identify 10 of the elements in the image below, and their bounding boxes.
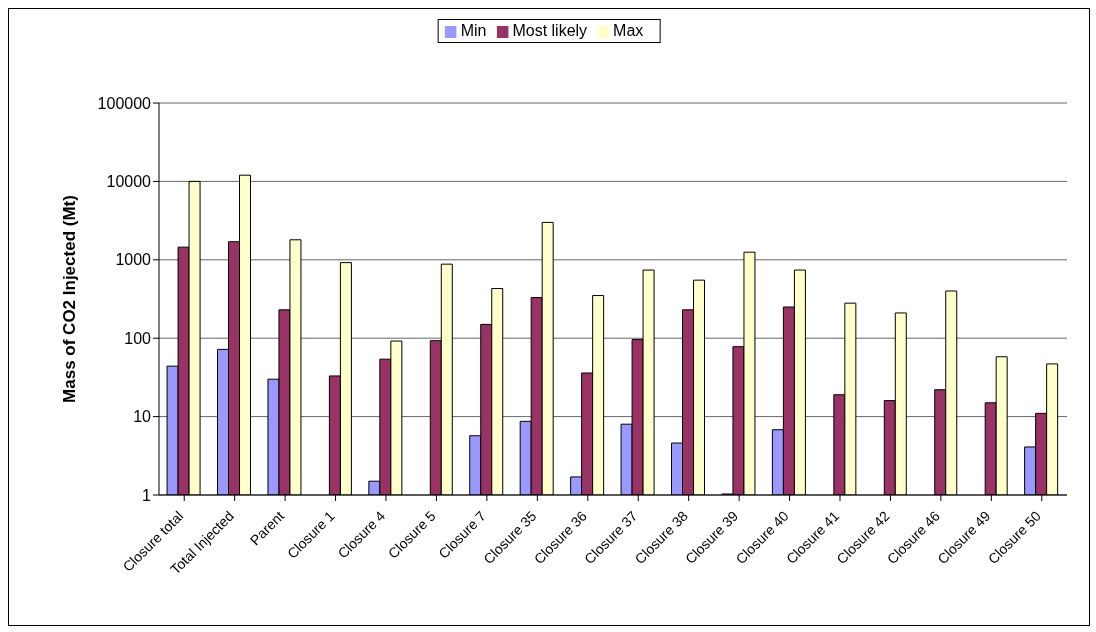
legend-label: Max xyxy=(613,22,644,39)
legend-label: Most likely xyxy=(512,22,588,39)
y-tick-label: 10000 xyxy=(106,173,152,191)
y-tick-label: 10 xyxy=(133,408,152,426)
y-tick-label: 100000 xyxy=(97,94,152,112)
legend-label: Min xyxy=(460,22,487,39)
y-tick-label: 1000 xyxy=(115,251,152,269)
y-axis-title: Mass of CO2 Injected (Mt) xyxy=(60,195,80,403)
y-tick-label: 100 xyxy=(124,329,152,347)
y-tick-label: 1 xyxy=(142,486,152,504)
